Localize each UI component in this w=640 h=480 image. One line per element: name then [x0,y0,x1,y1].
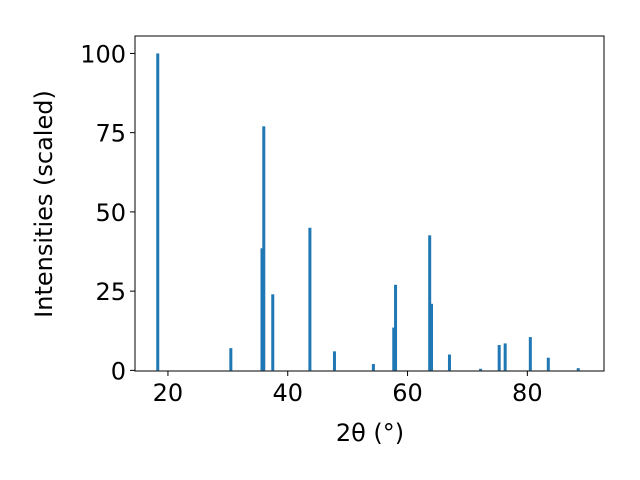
bar [308,227,312,371]
plot-frame [134,35,605,372]
y-tick-label: 50 [95,199,126,227]
y-tick-label: 0 [111,357,126,385]
bar [332,351,336,371]
bar [392,327,396,371]
bar [479,368,483,371]
bar [428,235,432,371]
bar [503,343,507,371]
x-tick-label: 20 [153,379,184,407]
bar [497,345,501,371]
x-axis-label: 2θ (°) [336,419,404,447]
y-axis-label: Intensities (scaled) [30,90,58,318]
x-tick-label: 80 [512,379,543,407]
bar [447,354,451,371]
bar [528,337,532,371]
bar [394,284,398,371]
x-tick-label: 40 [272,379,303,407]
bar [271,294,275,371]
bar [429,303,433,371]
bar [546,357,550,371]
x-tick-label: 60 [392,379,423,407]
bar [371,364,375,371]
y-tick-label: 75 [95,120,126,148]
bar [156,53,160,371]
y-tick-label: 25 [95,278,126,306]
bar [229,348,233,371]
bar [260,248,264,371]
y-tick-label: 100 [80,40,126,68]
bar [262,126,266,371]
bar [576,368,580,371]
